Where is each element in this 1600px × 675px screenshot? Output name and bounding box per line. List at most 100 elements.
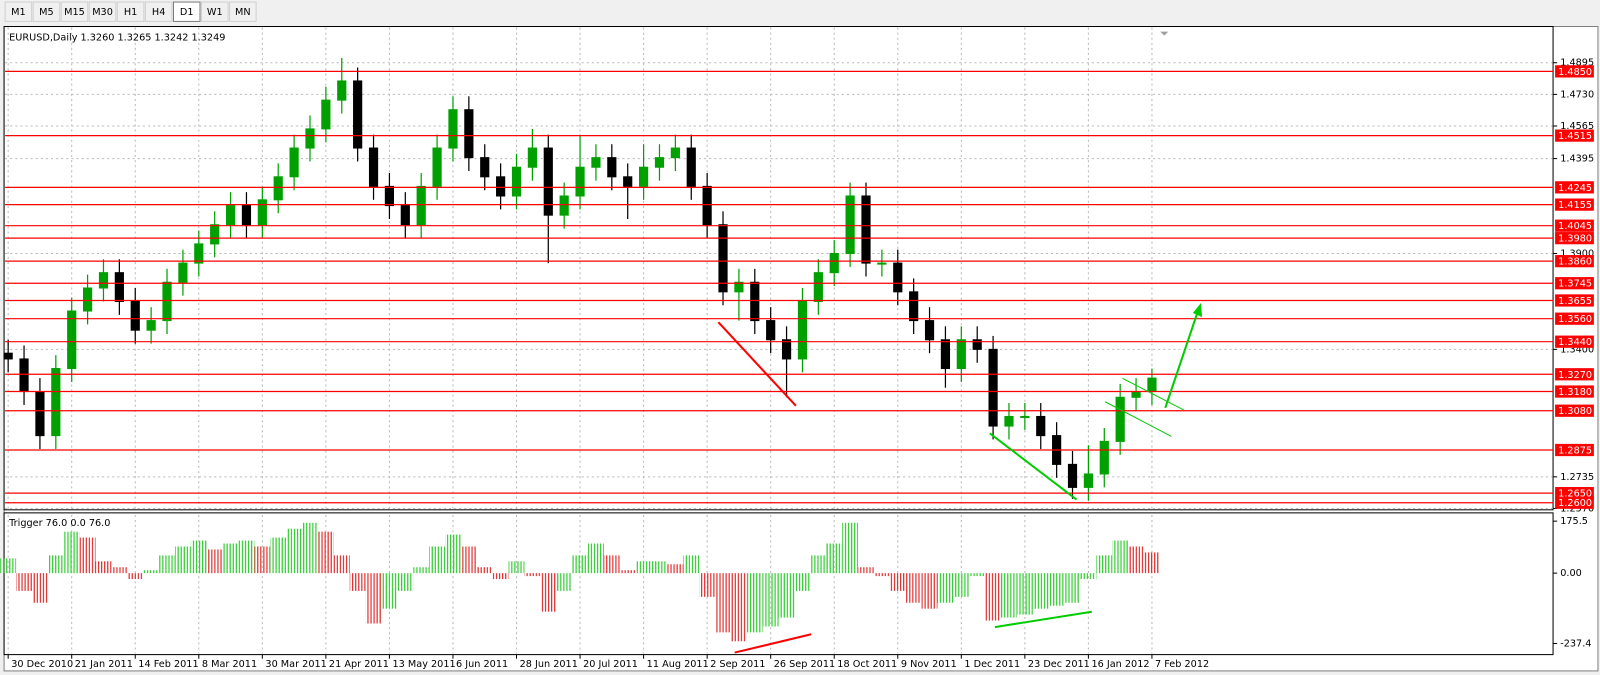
candle-body [146, 320, 156, 331]
y-tick-label: 1.4895 [1560, 58, 1594, 69]
histogram-bar [746, 573, 763, 633]
button-label: M5 [39, 7, 54, 18]
level-label: 1.4515 [1558, 131, 1592, 142]
candle-body [909, 291, 919, 322]
candle-body [194, 243, 204, 264]
level-label: 1.3560 [1558, 314, 1592, 325]
candle-body [527, 147, 537, 168]
histogram-bar [1001, 573, 1017, 618]
arrow [1164, 307, 1200, 409]
y-tick-label: 1.3900 [1560, 249, 1594, 260]
timeframe-button[interactable]: MN [229, 1, 257, 22]
candle-body [67, 310, 77, 370]
level-label: 1.2650 [1558, 489, 1592, 500]
button-face [172, 1, 201, 22]
button-face [88, 1, 117, 22]
main-panel [3, 26, 1554, 511]
x-tick-label: 30 Mar 2011 [265, 659, 326, 670]
level-label: 1.3745 [1558, 279, 1592, 290]
button-face [32, 1, 61, 22]
y-tick-label: 1.2735 [1560, 472, 1594, 483]
button-face [116, 1, 145, 22]
y-tick-label: 1.4565 [1560, 121, 1594, 132]
histogram-bar [969, 573, 986, 577]
candle-body [321, 99, 331, 130]
timeframe-button[interactable]: M5 [32, 1, 61, 22]
histogram-bar [174, 546, 191, 574]
candle-body [1004, 415, 1014, 427]
histogram-bar [587, 543, 604, 574]
level-tag [1555, 277, 1594, 290]
histogram-bar [1112, 540, 1129, 574]
candle-body [416, 185, 426, 226]
histogram-bar [365, 573, 382, 624]
histogram-bar [651, 561, 668, 574]
candle-body [781, 339, 792, 360]
histogram-bar [1096, 555, 1113, 574]
candle-body [496, 176, 506, 197]
candle-body [734, 281, 744, 293]
x-tick-label: 8 Mar 2011 [202, 659, 257, 670]
histogram-bar [508, 561, 525, 574]
indicator-title: Trigger 76.0 0.0 76.0 [8, 518, 110, 529]
timeframe-button[interactable]: H1 [116, 1, 145, 22]
level-tag [1555, 198, 1594, 211]
candle-body [877, 262, 887, 265]
candle-body [639, 166, 649, 187]
indicator-plot [0, 514, 1160, 654]
histogram-bar [222, 543, 239, 574]
candle-body [1099, 440, 1109, 475]
histogram-bar [905, 573, 922, 603]
candle-body [829, 252, 839, 274]
candle-body [511, 166, 522, 197]
histogram-bar [333, 555, 350, 574]
y-tick-label: 1.2570 [1560, 503, 1594, 514]
histogram-bar [492, 573, 509, 580]
timeframe-button[interactable]: M1 [4, 1, 33, 22]
button-face [4, 1, 33, 22]
button-label: MN [235, 7, 251, 18]
trend-line [989, 432, 1078, 501]
timeframe-button[interactable]: D1 [172, 1, 201, 22]
histogram-bar [619, 570, 636, 574]
histogram-bar [190, 540, 207, 574]
level-tag [1555, 255, 1594, 268]
histogram-bar [476, 567, 493, 574]
level-label: 1.4850 [1558, 67, 1592, 78]
candle-body [448, 109, 458, 149]
histogram-bar [397, 573, 414, 591]
button-label: M30 [92, 7, 113, 18]
histogram-bar [858, 567, 874, 574]
histogram-bar [16, 573, 32, 591]
histogram-bar [794, 573, 811, 591]
candle-body [337, 80, 347, 101]
level-label: 1.3080 [1558, 406, 1592, 417]
timeframe-button[interactable]: W1 [201, 1, 229, 22]
candle-body [861, 195, 871, 264]
y-tick-label: 0.00 [1560, 568, 1582, 579]
histogram-bar [730, 573, 747, 642]
x-tick-label: 14 Feb 2011 [138, 659, 198, 670]
candle-body [273, 176, 283, 201]
x-tick-label: 9 Nov 2011 [901, 659, 957, 670]
candle-body [893, 262, 903, 293]
histogram-bar [95, 561, 112, 574]
candle-body [480, 157, 490, 178]
histogram-bar [238, 540, 255, 574]
candle-body [130, 300, 140, 331]
candle-body [353, 80, 363, 149]
candle-body [924, 320, 935, 341]
timeframe-button[interactable]: H4 [144, 1, 173, 22]
button-label: W1 [207, 7, 223, 18]
histogram-bar [31, 573, 48, 603]
button-face [60, 1, 89, 22]
timeframe-bar: M1 M5 M15 M30 H1 H4 D1 W1 MN [4, 1, 257, 22]
timeframe-button[interactable]: M30 [88, 1, 117, 22]
timeframe-button[interactable]: M15 [60, 1, 89, 22]
level-label: 1.3180 [1558, 387, 1592, 398]
histogram-bar [159, 555, 175, 574]
x-tick-label: 30 Dec 2010 [11, 659, 73, 670]
histogram-bar [127, 573, 144, 580]
x-tick-label: 20 Jul 2011 [583, 659, 638, 670]
